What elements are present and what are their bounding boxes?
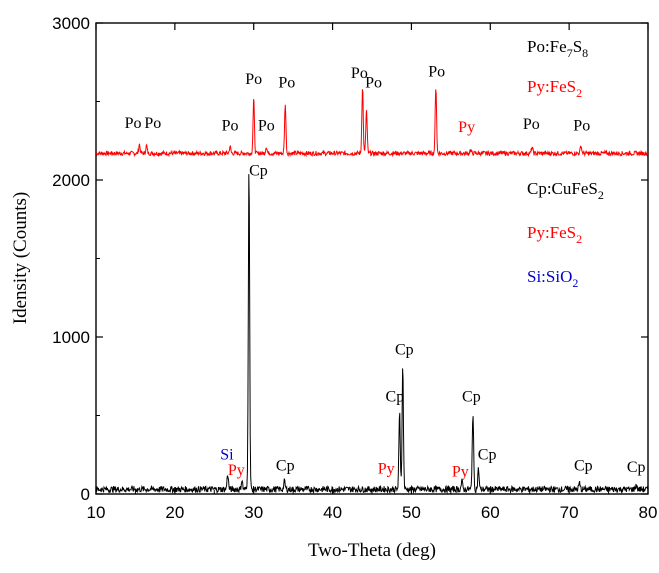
x-axis-title: Two-Theta (deg)	[308, 540, 436, 561]
peak-label: Po	[245, 71, 262, 88]
y-tick-label: 1000	[52, 328, 90, 347]
x-tick-label: 40	[323, 503, 342, 522]
peak-label: Po	[278, 74, 295, 91]
legend-entry: Si:SiO2	[527, 267, 578, 290]
y-tick-label: 0	[81, 485, 90, 504]
peak-label: Cp	[395, 341, 414, 358]
peak-label: Po	[351, 65, 368, 82]
peak-label: Cp	[462, 388, 481, 405]
peak-label: Po	[428, 63, 445, 80]
x-tick-label: 70	[560, 503, 579, 522]
series-line-1	[95, 89, 649, 158]
peak-label: Si	[220, 446, 234, 463]
peak-label: Cp	[249, 162, 268, 179]
peak-label: Po	[258, 118, 275, 135]
peak-label: Po	[365, 74, 382, 91]
legend-entry: Po:Fe7S8	[527, 37, 588, 60]
y-axis-title: Idensity (Counts)	[10, 192, 31, 324]
peak-label: Py	[458, 119, 475, 136]
x-tick-label: 30	[244, 503, 263, 522]
legend-top: Po:Fe7S8 Py:FeS2	[527, 37, 588, 100]
legend-entry: Py:FeS2	[527, 77, 582, 100]
peak-label: Po	[573, 118, 590, 135]
x-tick-label: 60	[481, 503, 500, 522]
y-tick-label: 3000	[52, 14, 90, 33]
peak-label: Py	[228, 462, 245, 479]
peak-label: Po	[222, 118, 239, 135]
x-tick-label: 10	[87, 503, 106, 522]
x-tick-label: 80	[639, 503, 658, 522]
peak-label: Cp	[478, 446, 497, 463]
peak-label: Po	[523, 116, 540, 133]
peak-label: Po	[144, 115, 161, 132]
x-tick-label: 20	[165, 503, 184, 522]
series-layer	[95, 89, 649, 495]
series-line-2	[95, 174, 649, 495]
y-tick-label: 2000	[52, 171, 90, 190]
legend-entry: Cp:CuFeS2	[527, 179, 604, 202]
peak-label: Po	[125, 115, 142, 132]
peak-label: Cp	[276, 457, 295, 474]
peak-label: Cp	[627, 459, 646, 476]
peak-label: Cp	[386, 388, 405, 405]
peak-label: Cp	[574, 457, 593, 474]
legend-bottom: Cp:CuFeS2 Py:FeS2 Si:SiO2	[527, 179, 604, 290]
axis-ticks: 10 20 30 40 50 60 70 80 0 1000 2000 3000	[52, 14, 657, 522]
x-tick-label: 50	[402, 503, 421, 522]
peak-label: Py	[378, 461, 395, 478]
legend-entry: Py:FeS2	[527, 223, 582, 246]
peak-label: Py	[452, 464, 469, 481]
